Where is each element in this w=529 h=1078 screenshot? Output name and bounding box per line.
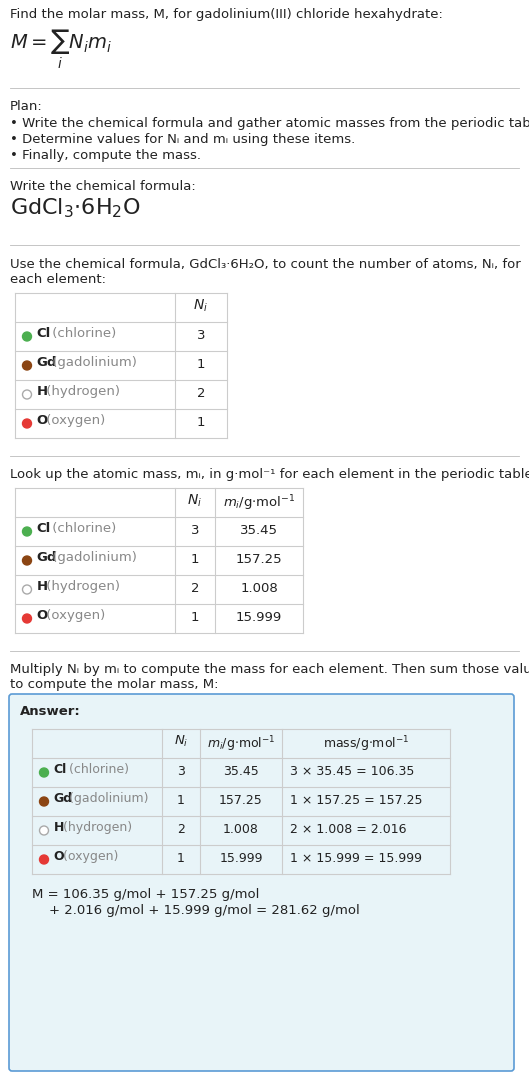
Text: 35.45: 35.45 (223, 765, 259, 778)
Text: to compute the molar mass, M:: to compute the molar mass, M: (10, 678, 218, 691)
Text: 3: 3 (197, 329, 205, 342)
Text: $M = \sum_i N_i m_i$: $M = \sum_i N_i m_i$ (10, 28, 112, 71)
Text: Write the chemical formula:: Write the chemical formula: (10, 180, 196, 193)
Text: O: O (53, 849, 64, 863)
Circle shape (40, 855, 49, 863)
Text: (chlorine): (chlorine) (48, 522, 116, 535)
Text: $m_i/\mathrm{g{\cdot}mol^{-1}}$: $m_i/\mathrm{g{\cdot}mol^{-1}}$ (223, 493, 295, 513)
Text: O: O (37, 414, 48, 427)
Text: 2 × 1.008 = 2.016: 2 × 1.008 = 2.016 (290, 823, 406, 837)
Text: 15.999: 15.999 (236, 611, 282, 624)
Text: 2: 2 (191, 582, 199, 595)
Circle shape (23, 556, 32, 565)
Text: M = 106.35 g/mol + 157.25 g/mol: M = 106.35 g/mol + 157.25 g/mol (32, 888, 259, 901)
Text: Find the molar mass, M, for gadolinium(III) chloride hexahydrate:: Find the molar mass, M, for gadolinium(I… (10, 8, 443, 20)
Text: 1: 1 (191, 553, 199, 566)
Text: (chlorine): (chlorine) (65, 763, 129, 776)
Text: 1 × 157.25 = 157.25: 1 × 157.25 = 157.25 (290, 794, 423, 807)
Circle shape (23, 361, 32, 370)
Text: 157.25: 157.25 (236, 553, 282, 566)
Circle shape (23, 614, 32, 623)
Text: Cl: Cl (53, 763, 67, 776)
Text: 1: 1 (177, 794, 185, 807)
Circle shape (23, 419, 32, 428)
FancyBboxPatch shape (9, 694, 514, 1072)
Text: • Write the chemical formula and gather atomic masses from the periodic table.: • Write the chemical formula and gather … (10, 118, 529, 130)
Text: $\mathrm{mass/g{\cdot}mol^{-1}}$: $\mathrm{mass/g{\cdot}mol^{-1}}$ (323, 734, 409, 754)
Text: 3: 3 (191, 524, 199, 537)
Text: (oxygen): (oxygen) (42, 609, 106, 622)
Text: H: H (37, 385, 48, 398)
Text: (gadolinium): (gadolinium) (48, 356, 137, 369)
Text: Cl: Cl (37, 522, 51, 535)
Text: $\mathrm{GdCl_3{\cdot}6H_2O}$: $\mathrm{GdCl_3{\cdot}6H_2O}$ (10, 196, 141, 220)
Text: H: H (37, 580, 48, 593)
Text: • Determine values for Nᵢ and mᵢ using these items.: • Determine values for Nᵢ and mᵢ using t… (10, 133, 355, 146)
Text: $N_i$: $N_i$ (187, 493, 203, 510)
Text: Cl: Cl (37, 327, 51, 340)
Text: 3 × 35.45 = 106.35: 3 × 35.45 = 106.35 (290, 765, 414, 778)
Text: 2: 2 (197, 387, 205, 400)
Text: O: O (37, 609, 48, 622)
Circle shape (23, 585, 32, 594)
Text: $N_i$: $N_i$ (174, 734, 188, 749)
Circle shape (40, 768, 49, 777)
Text: 1 × 15.999 = 15.999: 1 × 15.999 = 15.999 (290, 852, 422, 865)
Text: Answer:: Answer: (20, 705, 81, 718)
Circle shape (40, 797, 49, 806)
Text: Gd: Gd (37, 356, 57, 369)
Circle shape (23, 390, 32, 399)
Text: 35.45: 35.45 (240, 524, 278, 537)
Text: (hydrogen): (hydrogen) (42, 580, 121, 593)
Text: 157.25: 157.25 (219, 794, 263, 807)
Text: $m_i/\mathrm{g{\cdot}mol^{-1}}$: $m_i/\mathrm{g{\cdot}mol^{-1}}$ (207, 734, 275, 754)
Text: (hydrogen): (hydrogen) (42, 385, 121, 398)
Text: • Finally, compute the mass.: • Finally, compute the mass. (10, 149, 201, 162)
Text: 1: 1 (197, 416, 205, 429)
Text: 1: 1 (197, 358, 205, 371)
Text: Multiply Nᵢ by mᵢ to compute the mass for each element. Then sum those values: Multiply Nᵢ by mᵢ to compute the mass fo… (10, 663, 529, 676)
Text: (gadolinium): (gadolinium) (48, 551, 137, 564)
Text: (hydrogen): (hydrogen) (59, 821, 132, 834)
Circle shape (40, 826, 49, 835)
Text: each element:: each element: (10, 273, 106, 286)
Text: $N_i$: $N_i$ (194, 298, 208, 315)
Text: Gd: Gd (37, 551, 57, 564)
Text: + 2.016 g/mol + 15.999 g/mol = 281.62 g/mol: + 2.016 g/mol + 15.999 g/mol = 281.62 g/… (32, 904, 360, 917)
Text: 15.999: 15.999 (219, 852, 263, 865)
Text: (oxygen): (oxygen) (59, 849, 118, 863)
Text: H: H (53, 821, 64, 834)
Text: 3: 3 (177, 765, 185, 778)
Text: Plan:: Plan: (10, 100, 43, 113)
Text: (gadolinium): (gadolinium) (65, 792, 148, 805)
Text: Use the chemical formula, GdCl₃·6H₂O, to count the number of atoms, Nᵢ, for: Use the chemical formula, GdCl₃·6H₂O, to… (10, 258, 521, 271)
Text: 1: 1 (191, 611, 199, 624)
Circle shape (23, 332, 32, 341)
Text: Gd: Gd (53, 792, 72, 805)
Circle shape (23, 527, 32, 536)
Text: 2: 2 (177, 823, 185, 837)
Text: Look up the atomic mass, mᵢ, in g·mol⁻¹ for each element in the periodic table:: Look up the atomic mass, mᵢ, in g·mol⁻¹ … (10, 468, 529, 481)
Text: 1: 1 (177, 852, 185, 865)
Text: (oxygen): (oxygen) (42, 414, 106, 427)
Text: (chlorine): (chlorine) (48, 327, 116, 340)
Text: 1.008: 1.008 (223, 823, 259, 837)
Text: 1.008: 1.008 (240, 582, 278, 595)
